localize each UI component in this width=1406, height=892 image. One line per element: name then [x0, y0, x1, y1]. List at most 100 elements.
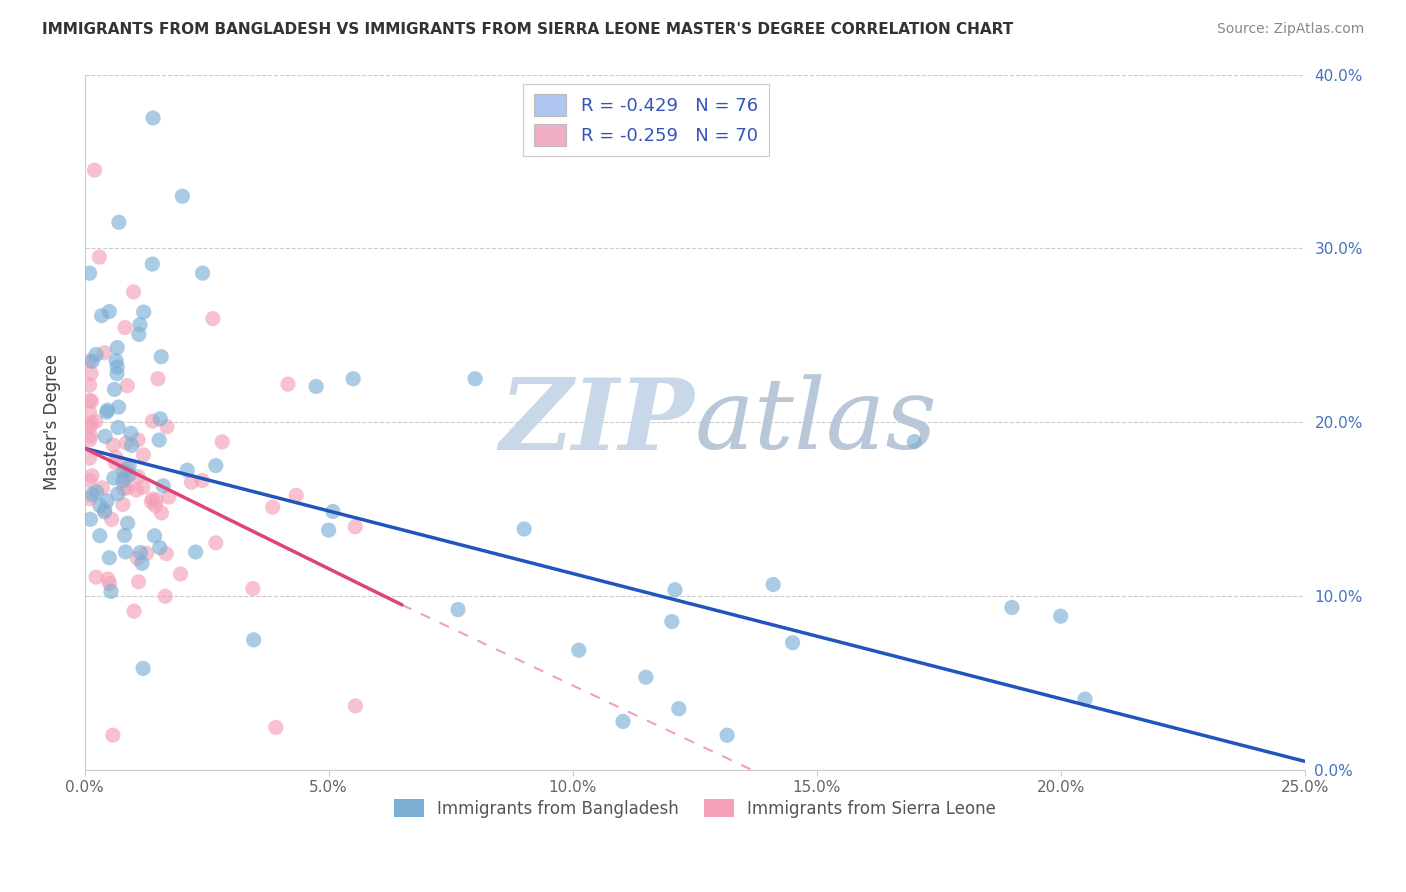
Point [89, 529, 111, 543]
Point [191, 474, 214, 488]
Point [79, 419, 101, 434]
Point [464, 372, 486, 386]
Point [191, 266, 214, 280]
Point [105, 341, 128, 355]
Text: Source: ZipAtlas.com: Source: ZipAtlas.com [1216, 22, 1364, 37]
Point [107, 487, 129, 501]
Point [121, 438, 143, 452]
Point [100, 584, 122, 599]
Point [98, 576, 121, 591]
Point [242, 632, 264, 647]
Point [152, 479, 174, 493]
Point [117, 481, 139, 495]
Point [118, 467, 141, 482]
Point [264, 720, 287, 734]
Point [117, 378, 139, 392]
Point [782, 636, 804, 650]
Point [114, 545, 136, 559]
Point [107, 420, 129, 434]
Point [318, 523, 340, 537]
Point [157, 490, 180, 504]
Point [141, 257, 163, 271]
Point [94, 429, 117, 443]
Point [83, 163, 105, 178]
Legend: Immigrants from Bangladesh, Immigrants from Sierra Leone: Immigrants from Bangladesh, Immigrants f… [387, 793, 1002, 824]
Text: atlas: atlas [695, 375, 938, 470]
Point [79, 491, 101, 506]
Point [111, 498, 134, 512]
Point [634, 670, 657, 684]
Point [103, 383, 125, 397]
Point [94, 503, 117, 517]
Point [150, 506, 173, 520]
Point [84, 415, 107, 429]
Point [184, 545, 207, 559]
Point [79, 474, 101, 488]
Point [96, 405, 118, 419]
Point [79, 433, 101, 447]
Point [79, 512, 101, 526]
Point [98, 550, 121, 565]
Point [169, 566, 191, 581]
Point [176, 463, 198, 477]
Point [129, 318, 152, 332]
Point [79, 266, 101, 280]
Point [93, 345, 115, 359]
Point [80, 417, 103, 431]
Point [120, 426, 142, 441]
Point [262, 500, 284, 515]
Point [105, 353, 128, 368]
Point [668, 701, 690, 715]
Point [145, 493, 167, 508]
Point [277, 377, 299, 392]
Point [305, 379, 328, 393]
Point [322, 504, 344, 518]
Point [128, 574, 150, 589]
Point [148, 433, 170, 447]
Point [127, 433, 149, 447]
Point [201, 311, 224, 326]
Point [117, 516, 139, 531]
Point [285, 488, 308, 502]
Point [80, 394, 103, 409]
Point [90, 309, 112, 323]
Text: ZIP: ZIP [499, 374, 695, 470]
Point [114, 528, 136, 542]
Point [100, 512, 122, 526]
Point [143, 529, 166, 543]
Point [107, 400, 129, 414]
Point [115, 462, 138, 476]
Point [447, 602, 470, 616]
Point [91, 481, 114, 495]
Point [127, 551, 149, 566]
Point [104, 450, 127, 465]
Point [98, 304, 121, 318]
Point [79, 354, 101, 368]
Point [103, 471, 125, 485]
Point [142, 111, 165, 125]
Point [661, 615, 683, 629]
Point [1074, 692, 1097, 706]
Text: IMMIGRANTS FROM BANGLADESH VS IMMIGRANTS FROM SIERRA LEONE MASTER'S DEGREE CORRE: IMMIGRANTS FROM BANGLADESH VS IMMIGRANTS… [42, 22, 1014, 37]
Y-axis label: Master's Degree: Master's Degree [44, 354, 60, 491]
Point [84, 570, 107, 584]
Point [115, 436, 138, 450]
Point [104, 456, 127, 470]
Point [155, 589, 177, 603]
Point [211, 434, 233, 449]
Point [132, 448, 155, 462]
Point [568, 643, 591, 657]
Point [142, 491, 165, 506]
Point [79, 406, 101, 420]
Point [93, 505, 115, 519]
Point [105, 367, 128, 381]
Point [101, 438, 124, 452]
Point [129, 545, 152, 559]
Point [716, 728, 738, 742]
Point [141, 414, 163, 428]
Point [132, 305, 155, 319]
Point [146, 372, 169, 386]
Point [122, 604, 145, 618]
Point [132, 661, 155, 675]
Point [204, 458, 226, 473]
